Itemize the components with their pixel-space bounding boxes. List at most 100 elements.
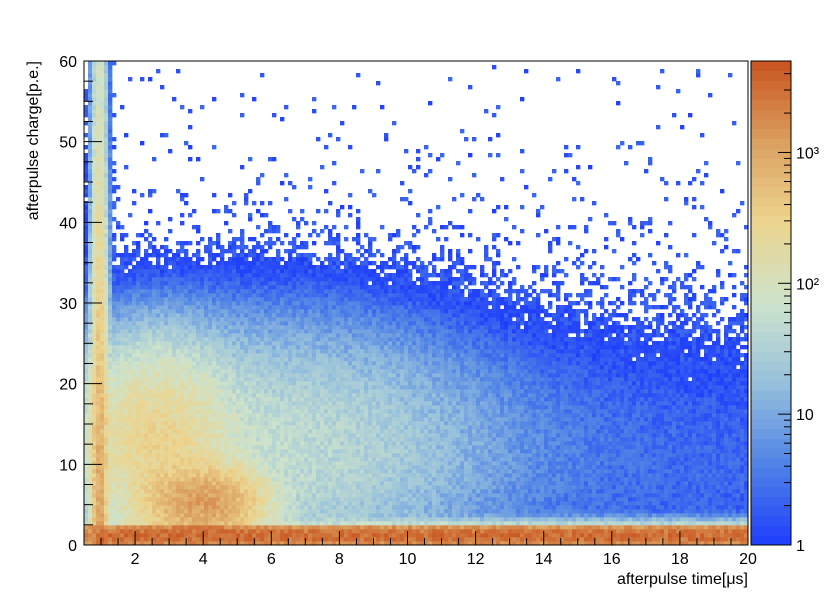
heatmap-cell: [568, 513, 573, 518]
heatmap-cell: [460, 433, 465, 438]
heatmap-cell: [348, 489, 353, 494]
heatmap-cell: [636, 465, 641, 470]
heatmap-cell: [512, 441, 517, 446]
heatmap-cell: [324, 501, 329, 506]
heatmap-cell: [732, 537, 737, 542]
heatmap-cell: [148, 537, 153, 542]
heatmap-cell: [228, 517, 233, 522]
heatmap-cell: [212, 541, 217, 545]
heatmap-cell: [660, 465, 665, 470]
heatmap-cell: [384, 481, 389, 486]
heatmap-cell: [220, 441, 225, 446]
heatmap-cell: [140, 537, 145, 542]
heatmap-cell: [124, 461, 129, 466]
heatmap-cell: [592, 509, 597, 514]
heatmap-cell: [216, 513, 221, 518]
heatmap-cell: [304, 513, 309, 518]
heatmap-cell: [492, 473, 497, 478]
heatmap-cell: [388, 469, 393, 474]
heatmap-cell: [736, 493, 741, 498]
heatmap-cell: [528, 521, 533, 526]
heatmap-cell: [184, 513, 189, 518]
heatmap-cell: [568, 457, 573, 462]
heatmap-cell: [280, 437, 285, 442]
heatmap-cell: [408, 525, 413, 530]
heatmap-cell: [416, 453, 421, 458]
heatmap-cell: [328, 537, 333, 542]
heatmap-cell: [288, 425, 293, 430]
heatmap-cell: [380, 449, 385, 454]
heatmap-cell: [512, 529, 517, 534]
heatmap-cell: [676, 481, 681, 486]
heatmap-cell: [168, 465, 173, 470]
heatmap-cell: [540, 505, 545, 510]
heatmap-cell: [152, 493, 157, 498]
heatmap-cell: [608, 433, 613, 438]
heatmap-cell: [176, 489, 181, 494]
heatmap-cell: [132, 433, 137, 438]
heatmap-cell: [176, 541, 181, 545]
heatmap-cell: [116, 493, 121, 498]
heatmap-cell: [656, 505, 661, 510]
heatmap-cell: [552, 433, 557, 438]
heatmap-cell: [668, 529, 673, 534]
heatmap-cell: [716, 501, 721, 506]
heatmap-cell: [240, 465, 245, 470]
heatmap-cell: [356, 449, 361, 454]
heatmap-cell: [120, 461, 125, 466]
heatmap-cell: [344, 533, 349, 538]
heatmap-cell: [548, 445, 553, 450]
heatmap-cell: [548, 525, 553, 530]
heatmap-cell: [332, 441, 337, 446]
heatmap-cell: [284, 445, 289, 450]
heatmap-cell: [448, 497, 453, 502]
heatmap-cell: [256, 533, 261, 538]
heatmap-cell: [144, 509, 149, 514]
heatmap-cell: [308, 485, 313, 490]
heatmap-cell: [708, 513, 713, 518]
heatmap-cell: [212, 529, 217, 534]
heatmap-cell: [504, 425, 509, 430]
heatmap-cell: [292, 465, 297, 470]
heatmap-cell: [144, 461, 149, 466]
heatmap-cell: [372, 497, 377, 502]
heatmap-cell: [124, 537, 129, 542]
heatmap-cell: [300, 541, 305, 545]
heatmap-cell: [140, 533, 145, 538]
heatmap-cell: [472, 501, 477, 506]
heatmap-cell: [184, 465, 189, 470]
heatmap-cell: [224, 429, 229, 434]
heatmap-cell: [488, 469, 493, 474]
heatmap-cell: [564, 453, 569, 458]
heatmap-cell: [352, 533, 357, 538]
heatmap-cell: [208, 525, 213, 530]
heatmap-cell: [660, 449, 665, 454]
heatmap-cell: [636, 481, 641, 486]
heatmap-cell: [592, 457, 597, 462]
heatmap-cell: [404, 453, 409, 458]
heatmap-cell: [220, 433, 225, 438]
heatmap-cell: [460, 477, 465, 482]
heatmap-cell: [204, 433, 209, 438]
heatmap-cell: [308, 473, 313, 478]
heatmap-cell: [292, 517, 297, 522]
heatmap-cell: [196, 429, 201, 434]
heatmap-cell: [416, 457, 421, 462]
heatmap-cell: [528, 425, 533, 430]
heatmap-cell: [628, 513, 633, 518]
heatmap-cell: [456, 441, 461, 446]
heatmap-cell: [304, 465, 309, 470]
heatmap-cell: [460, 457, 465, 462]
heatmap-cell: [664, 469, 669, 474]
heatmap-cell: [684, 485, 689, 490]
heatmap-cell: [256, 521, 261, 526]
heatmap-cell: [424, 473, 429, 478]
heatmap-cell: [404, 437, 409, 442]
heatmap-cell: [636, 429, 641, 434]
heatmap-cell: [468, 453, 473, 458]
heatmap-cell: [728, 537, 733, 542]
heatmap-cell: [580, 529, 585, 534]
heatmap-cell: [376, 433, 381, 438]
heatmap-cell: [204, 445, 209, 450]
heatmap-cell: [96, 433, 101, 438]
